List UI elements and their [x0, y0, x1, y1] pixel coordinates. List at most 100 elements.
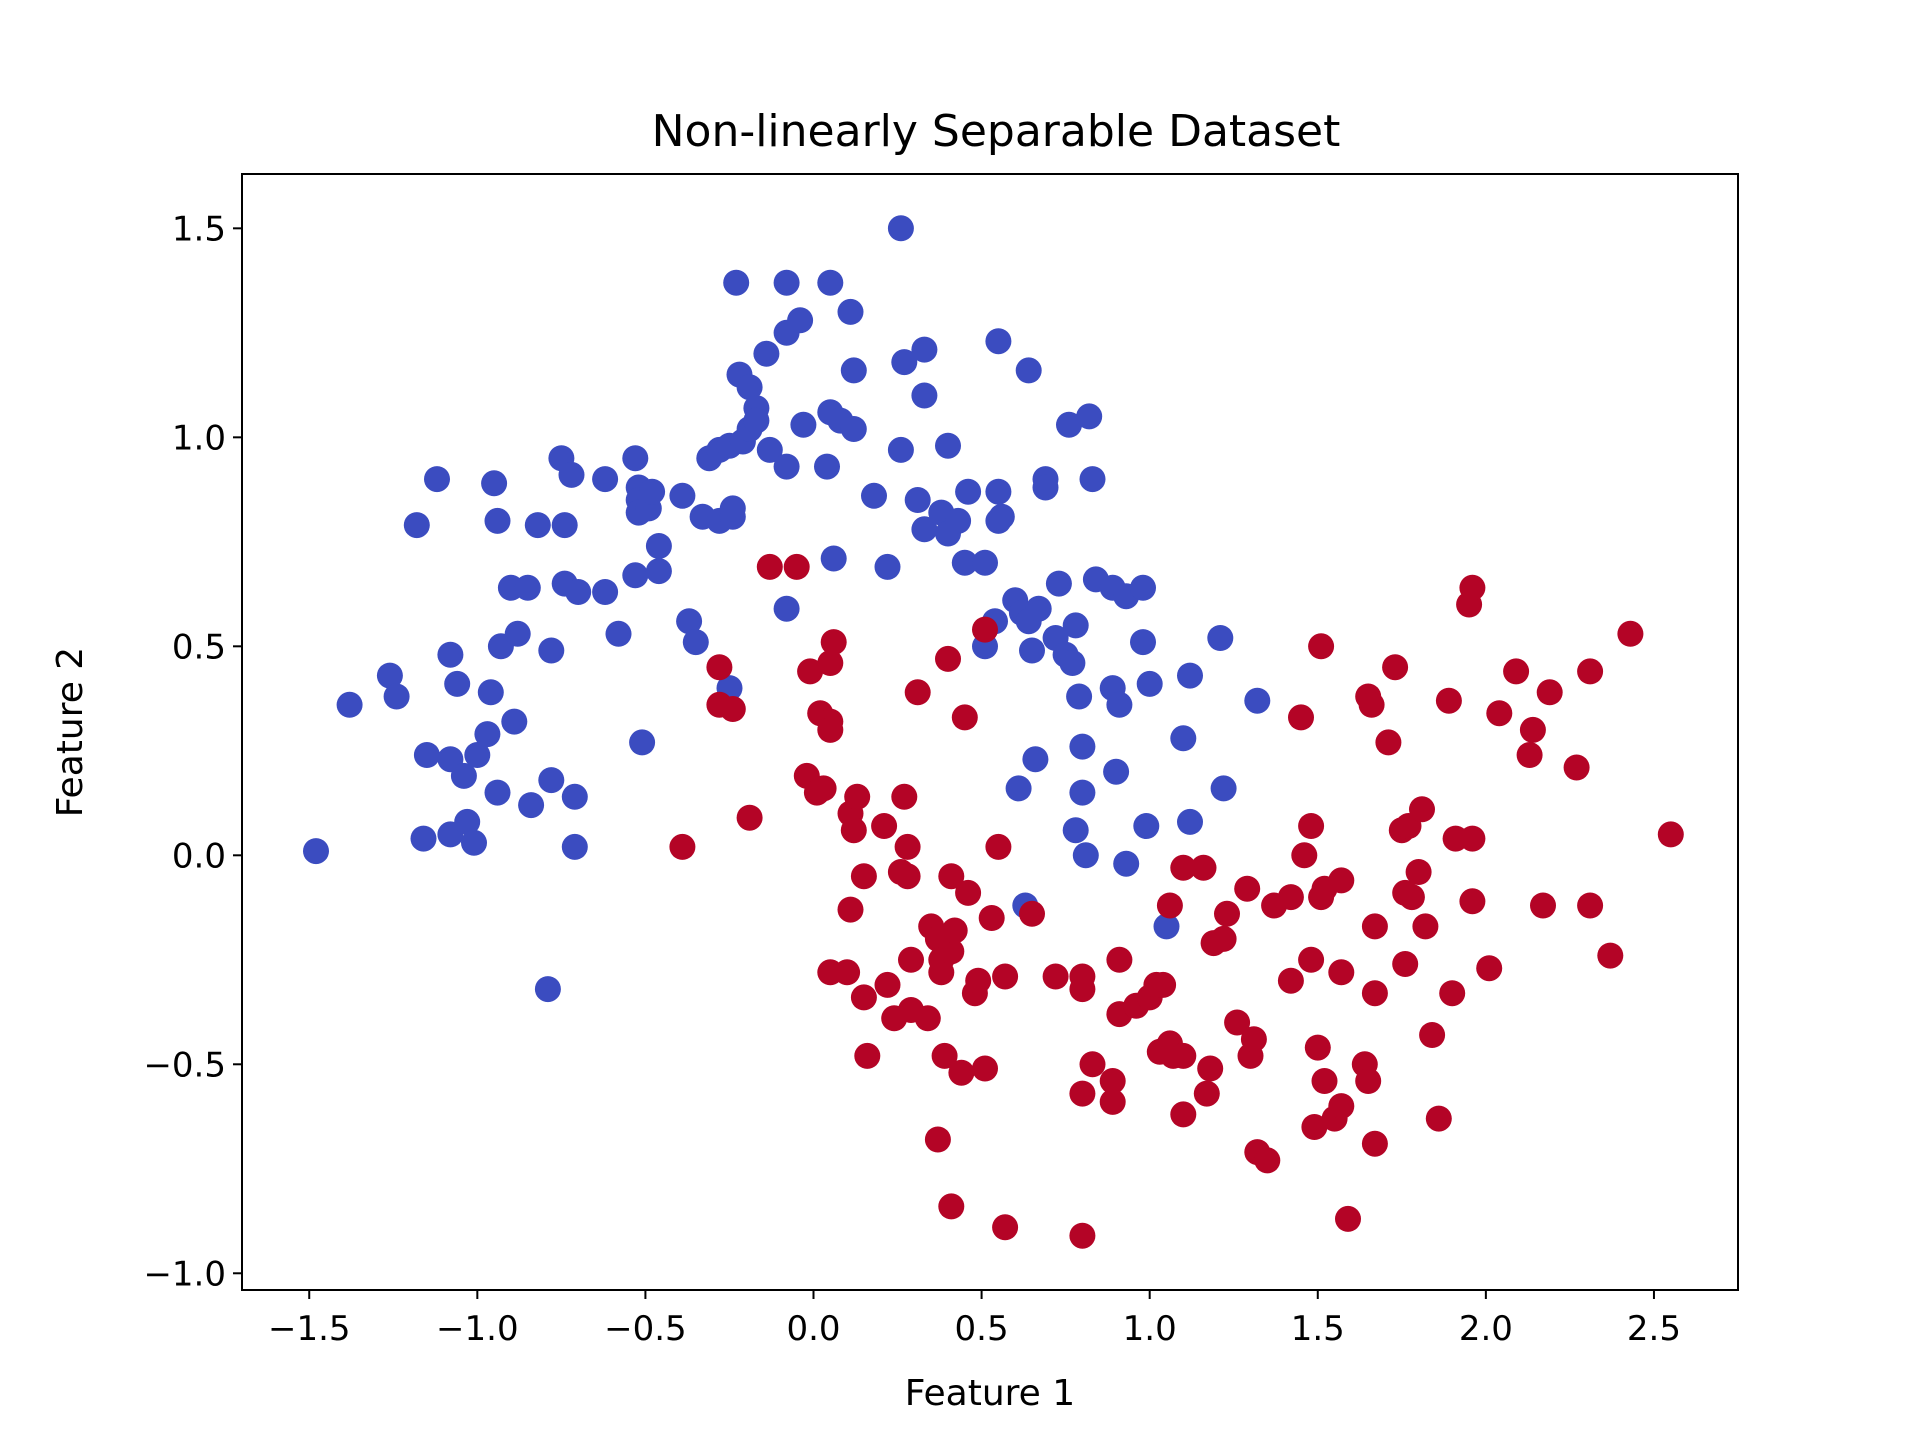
scatter-point-class-0	[787, 307, 814, 334]
scatter-point-class-1	[854, 1042, 881, 1069]
x-tick-label: 0.5	[955, 1309, 1009, 1349]
x-tick-label: −1.0	[436, 1309, 519, 1349]
scatter-point-class-1	[834, 959, 861, 986]
scatter-point-class-0	[538, 767, 565, 794]
x-tick-label: 2.0	[1459, 1309, 1513, 1349]
scatter-point-class-0	[1136, 670, 1163, 697]
scatter-point-class-1	[1476, 955, 1503, 982]
scatter-point-class-0	[874, 553, 901, 580]
scatter-point-class-0	[538, 637, 565, 664]
scatter-point-class-0	[861, 482, 887, 509]
scatter-point-class-1	[992, 1214, 1019, 1241]
scatter-point-class-0	[565, 579, 592, 605]
scatter-point-class-1	[1530, 892, 1556, 919]
scatter-point-class-1	[1288, 704, 1314, 731]
scatter-point-class-1	[1358, 691, 1385, 718]
scatter-point-class-1	[1193, 1080, 1220, 1107]
scatter-point-class-1	[1234, 875, 1261, 902]
scatter-point-class-0	[911, 382, 938, 409]
scatter-point-class-1	[1277, 967, 1304, 994]
scatter-point-class-1	[1254, 1147, 1281, 1174]
scatter-point-class-1	[844, 783, 871, 810]
scatter-point-class-1	[1150, 971, 1177, 998]
points-layer	[303, 215, 1684, 1249]
scatter-point-class-0	[723, 269, 750, 296]
scatter-point-class-1	[898, 946, 924, 973]
scatter-point-class-0	[820, 545, 847, 572]
scatter-point-class-1	[965, 967, 992, 994]
scatter-point-class-1	[1210, 925, 1237, 952]
scatter-point-class-1	[1156, 892, 1183, 919]
scatter-point-class-0	[840, 416, 867, 442]
scatter-point-class-1	[1657, 821, 1684, 848]
chart-title: Non-linearly Separable Dataset	[652, 106, 1341, 157]
scatter-point-class-0	[336, 691, 363, 718]
scatter-point-class-1	[894, 863, 921, 890]
scatter-point-class-1	[1361, 980, 1388, 1007]
scatter-point-class-1	[1304, 1034, 1331, 1061]
scatter-point-class-0	[629, 729, 656, 756]
scatter-point-class-1	[1170, 1042, 1197, 1069]
scatter-point-class-0	[1072, 842, 1099, 869]
scatter-point-class-0	[756, 436, 783, 463]
scatter-point-class-1	[1503, 658, 1530, 685]
scatter-point-class-1	[820, 629, 847, 656]
scatter-point-class-1	[1617, 620, 1644, 647]
scatter-point-class-0	[817, 269, 844, 296]
scatter-point-class-1	[938, 938, 965, 965]
scatter-point-class-1	[1361, 913, 1388, 940]
scatter-point-class-0	[1066, 683, 1093, 710]
scatter-point-class-1	[914, 1005, 941, 1032]
scatter-point-class-0	[403, 512, 430, 539]
scatter-point-class-0	[1045, 570, 1072, 597]
scatter-point-class-0	[945, 507, 972, 534]
scatter-point-class-0	[1019, 637, 1045, 664]
scatter-point-class-0	[524, 512, 551, 539]
scatter-point-class-0	[669, 482, 696, 509]
scatter-point-class-0	[1005, 775, 1032, 802]
x-tick-label: 1.5	[1291, 1309, 1345, 1349]
scatter-point-class-0	[1103, 758, 1130, 785]
scatter-point-class-1	[1536, 679, 1563, 706]
scatter-point-class-0	[719, 495, 746, 522]
scatter-point-class-1	[1439, 980, 1466, 1007]
scatter-point-class-0	[790, 411, 817, 438]
plot-frame	[241, 173, 1739, 1291]
scatter-point-class-0	[592, 466, 619, 493]
scatter-point-class-1	[1328, 959, 1355, 986]
scatter-point-class-0	[736, 374, 763, 401]
y-tick-label: 0.5	[172, 627, 226, 667]
scatter-point-class-1	[1301, 1114, 1328, 1140]
scatter-point-class-0	[1177, 808, 1203, 835]
scatter-point-class-1	[719, 696, 746, 722]
scatter-point-class-1	[941, 917, 968, 944]
scatter-point-class-0	[639, 478, 666, 505]
scatter-point-class-1	[931, 1042, 958, 1069]
scatter-point-class-1	[904, 679, 931, 706]
scatter-point-class-1	[1392, 951, 1419, 977]
scatter-point-class-0	[935, 432, 961, 459]
x-tick-label: −0.5	[604, 1309, 687, 1349]
scatter-point-class-0	[911, 516, 938, 543]
scatter-point-class-1	[1019, 900, 1045, 927]
scatter-point-class-0	[1133, 813, 1160, 839]
scatter-point-class-1	[1459, 574, 1486, 601]
scatter-point-class-0	[504, 620, 531, 647]
scatter-point-class-0	[951, 549, 978, 576]
scatter-point-class-1	[850, 863, 877, 890]
y-axis-label: Feature 2	[50, 647, 91, 817]
scatter-point-class-1	[1328, 1093, 1355, 1120]
scatter-point-class-1	[871, 813, 898, 839]
x-tick-label: 1.0	[1123, 1309, 1177, 1349]
scatter-point-class-0	[481, 470, 508, 497]
scatter-point-class-1	[1277, 884, 1304, 911]
scatter-point-class-1	[837, 896, 864, 923]
y-tick-label: −0.5	[143, 1045, 226, 1085]
scatter-point-class-1	[1382, 654, 1409, 681]
scatter-point-class-0	[558, 461, 585, 488]
scatter-point-class-1	[1291, 842, 1318, 869]
scatter-point-class-1	[891, 783, 918, 810]
scatter-point-class-0	[410, 825, 437, 852]
scatter-point-class-1	[706, 654, 733, 681]
scatter-point-class-0	[837, 298, 864, 325]
